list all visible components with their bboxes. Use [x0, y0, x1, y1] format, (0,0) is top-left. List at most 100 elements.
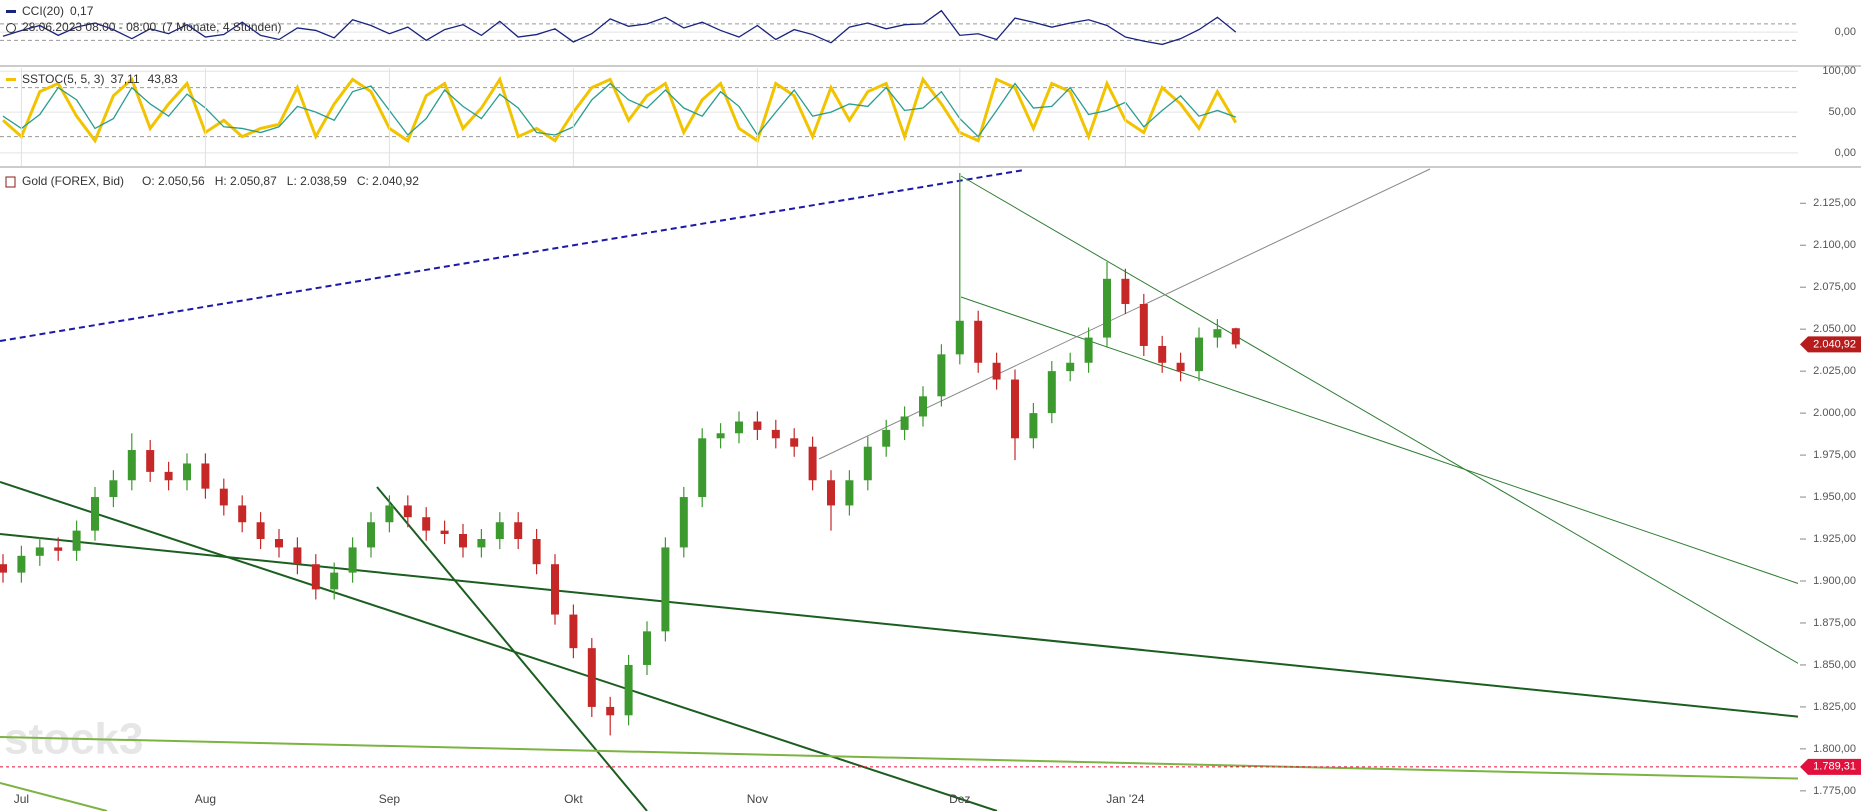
- candle-body: [0, 564, 7, 573]
- candle-body: [661, 547, 670, 632]
- candle-body: [54, 547, 63, 551]
- candle-body: [1139, 303, 1148, 346]
- trend-line: [818, 168, 1431, 460]
- indicator-line: [2, 82, 1237, 138]
- price-flag-label: 1.789,31: [1813, 761, 1856, 773]
- candles: [0, 173, 1240, 736]
- trend-line: [0, 736, 1798, 780]
- ohlc-label: C: 2.040,92: [357, 174, 419, 188]
- price-flag: [1800, 336, 1861, 353]
- candle-body: [127, 450, 136, 481]
- candle-body: [1195, 337, 1203, 372]
- clock-icon: [6, 23, 16, 33]
- trend-line: [376, 486, 648, 811]
- y-tick-label: 0,00: [1835, 147, 1856, 159]
- subtitle: 28.06.2023 08:00 - 08:00: [22, 20, 156, 34]
- x-tick-label: Aug: [195, 792, 216, 806]
- candle-body: [716, 433, 725, 439]
- y-tick-label: 1.850,00: [1813, 659, 1856, 671]
- candle-body: [698, 438, 707, 498]
- candle-body: [827, 480, 835, 506]
- candle-body: [532, 539, 541, 565]
- candle-body: [624, 664, 633, 716]
- candle-body: [495, 522, 504, 540]
- x-tick-label: Nov: [747, 792, 768, 806]
- trend-line: [960, 175, 1798, 664]
- y-tick-label: 2.050,00: [1813, 323, 1856, 335]
- candle-body: [403, 505, 412, 518]
- y-tick-label: 1.875,00: [1813, 617, 1856, 629]
- candle-body: [459, 533, 467, 548]
- candle-body: [845, 480, 854, 506]
- y-tick-label: 0,00: [1835, 26, 1856, 38]
- value-label: 0,17: [70, 4, 94, 18]
- candle-body: [955, 320, 964, 355]
- candle-body: [293, 547, 302, 565]
- x-tick-label: Jan '24: [1106, 792, 1145, 806]
- candle-body: [183, 463, 191, 481]
- candle-body: [91, 497, 99, 531]
- y-tick-label: 2.025,00: [1813, 365, 1856, 377]
- candle-body: [1084, 337, 1093, 363]
- x-tick-label: Sep: [379, 792, 401, 806]
- y-tick-label: 100,00: [1822, 65, 1856, 77]
- x-tick-label: Jul: [14, 792, 29, 806]
- subtitle: (7 Monate, 4 Stunden): [162, 20, 281, 34]
- candle-body: [164, 471, 173, 481]
- candle-body: [477, 539, 486, 548]
- candle-body: [771, 429, 780, 439]
- candle-body: [735, 421, 743, 434]
- candle-body: [882, 429, 891, 447]
- candle-body: [1231, 328, 1240, 345]
- x-tick-label: Dez: [949, 792, 970, 806]
- candle-body: [974, 320, 983, 363]
- candle-body: [256, 522, 265, 540]
- ohlc-icon: [5, 176, 16, 188]
- trend-line: [960, 296, 1798, 584]
- candle-body: [790, 438, 799, 447]
- candle-body: [643, 631, 651, 665]
- y-tick-label: 1.775,00: [1813, 785, 1856, 797]
- drawings: [0, 168, 1798, 811]
- y-tick-label: 50,00: [1828, 106, 1856, 118]
- indicator-title: SSTOC(5, 5, 3): [22, 72, 104, 86]
- chart-title: Gold (FOREX, Bid): [22, 174, 124, 188]
- ohlc-label: L: 2.038,59: [287, 174, 347, 188]
- candle-body: [275, 539, 283, 548]
- candle-body: [569, 614, 578, 649]
- candle-body: [219, 488, 228, 506]
- candle-body: [146, 450, 155, 472]
- trend-line: [0, 533, 1798, 718]
- candle-body: [937, 354, 946, 397]
- price-flag: [1800, 758, 1861, 775]
- candle-body: [330, 572, 339, 590]
- candle-body: [1011, 379, 1019, 439]
- candle-body: [1029, 413, 1038, 439]
- candle-body: [422, 517, 431, 531]
- y-tick-label: 1.825,00: [1813, 701, 1856, 713]
- trend-line: [0, 169, 1025, 342]
- candle-body: [1121, 278, 1130, 304]
- y-tick-label: 1.925,00: [1813, 533, 1856, 545]
- candle-body: [201, 463, 210, 489]
- candle-body: [238, 505, 247, 523]
- indicator-title: CCI(20): [22, 4, 64, 18]
- indicator-line: [2, 75, 1238, 144]
- candle-body: [311, 564, 320, 590]
- y-tick-label: 1.975,00: [1813, 449, 1856, 461]
- candle-body: [992, 362, 1001, 380]
- value-label: 43,83: [148, 72, 178, 86]
- candle-body: [440, 530, 449, 534]
- candle-body: [808, 446, 817, 481]
- candle-body: [679, 497, 688, 548]
- candle-body: [863, 446, 872, 481]
- y-tick-label: 2.125,00: [1813, 197, 1856, 209]
- candle-body: [72, 530, 81, 551]
- candle-body: [900, 416, 909, 430]
- candle-body: [753, 421, 762, 430]
- candle-body: [367, 522, 375, 548]
- candle-body: [514, 522, 523, 540]
- value-label: 37,11: [110, 72, 139, 86]
